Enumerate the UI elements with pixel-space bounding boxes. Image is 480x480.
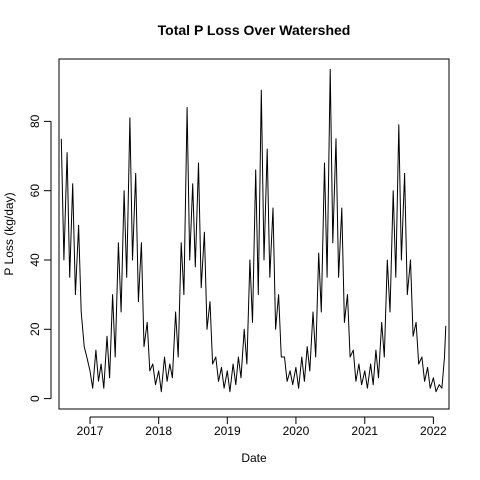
y-tick-label: 0 [28,395,42,402]
x-axis-label: Date [241,451,267,465]
series-line [60,68,447,393]
x-tick-label: 2017 [77,424,104,438]
y-tick-label: 40 [28,253,42,267]
x-tick-label: 2018 [145,424,172,438]
chart-title: Total P Loss Over Watershed [158,22,351,38]
plot-frame [58,58,450,410]
y-axis: 0 20 40 60 80 [28,114,52,402]
y-axis-label: P Loss (kg/day) [2,192,16,275]
x-axis: 2017 2018 2019 2020 2021 2022 [77,416,447,438]
y-tick-label: 60 [28,184,42,198]
x-tick-label: 2020 [283,424,310,438]
y-tick-label: 80 [28,114,42,128]
x-tick-label: 2022 [420,424,447,438]
y-tick-label: 20 [28,322,42,336]
x-tick-label: 2019 [214,424,241,438]
x-tick-label: 2021 [351,424,378,438]
